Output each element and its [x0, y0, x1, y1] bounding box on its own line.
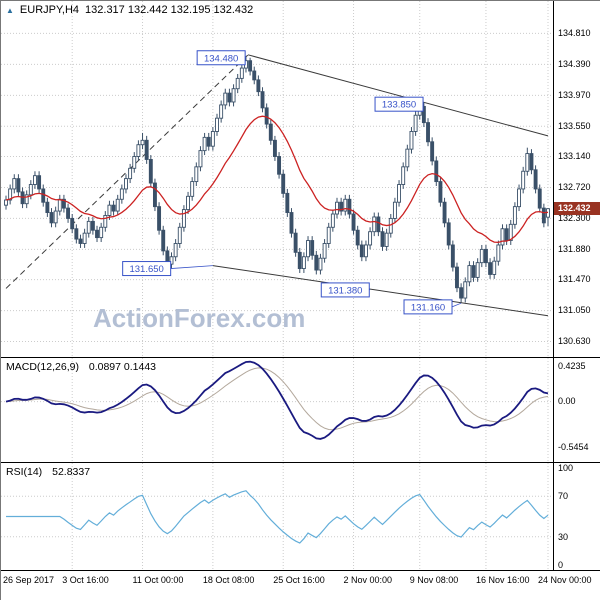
macd-indicator-label: MACD(12,26,9) 0.0897 0.1443	[6, 361, 156, 373]
price-tick-label: 132.720	[558, 181, 591, 192]
price-tick-label: 132.300	[558, 212, 591, 223]
time-axis-label: 24 Nov 00:00	[538, 575, 592, 585]
time-axis-label: 16 Nov 16:00	[475, 575, 530, 585]
price-tick-label: 134.810	[558, 27, 591, 38]
time-axis-label: 2 Nov 00:00	[343, 575, 393, 585]
axis-separator	[553, 1, 554, 570]
watermark: ActionForex.com	[93, 303, 306, 333]
price-tick-label: 130.630	[558, 336, 591, 347]
macd-tick-label: -0.5454	[558, 441, 589, 452]
rsi-tick-label: 30	[558, 531, 569, 542]
chart-icon: ▲	[6, 5, 14, 15]
svg-text:133.850: 133.850	[382, 100, 416, 111]
rsi-name: RSI(14)	[6, 466, 43, 478]
time-axis-label: 25 Oct 16:00	[273, 575, 325, 585]
macd-chart-canvas[interactable]	[1, 358, 553, 462]
time-axis-label: 26 Sep 2017	[3, 575, 55, 585]
rsi-value: 52.8337	[52, 466, 91, 478]
price-tick-label: 131.880	[558, 243, 591, 254]
rsi-tick-label: 100	[558, 463, 574, 473]
svg-text:131.380: 131.380	[328, 285, 362, 296]
ohlc-values: 132.317 132.442 132.195 132.432	[85, 4, 254, 16]
price-tick-label: 133.970	[558, 89, 591, 100]
rsi-indicator-label: RSI(14) 52.8337	[6, 466, 90, 478]
price-tick-label: 131.050	[558, 305, 591, 316]
rsi-chart-canvas[interactable]	[1, 463, 553, 570]
svg-text:134.480: 134.480	[204, 53, 238, 64]
macd-tick-label: 0.00	[558, 396, 576, 407]
price-tick-label: 133.140	[558, 151, 591, 162]
current-price-badge: 132.432	[554, 202, 600, 216]
price-tick-label: 134.390	[558, 58, 591, 69]
time-axis-label: 3 Oct 16:00	[62, 575, 109, 585]
price-chart-canvas[interactable]: 134.480 133.850 131.650 131.380 131.160	[1, 1, 553, 357]
macd-tick-label: 0.4235	[558, 360, 586, 371]
symbol-label: EURJPY,H4	[19, 4, 80, 16]
time-axis: 26 Sep 2017 3 Oct 16:00 11 Oct 00:00 18 Oct…	[1, 571, 600, 600]
time-axis-label: 18 Oct 08:00	[202, 575, 255, 585]
price-axis: 134.810 134.390 133.970 133.550 133.140 132.7…	[554, 1, 600, 358]
time-axis-label: 9 Nov 08:00	[409, 575, 459, 585]
panel-separator	[1, 570, 600, 571]
chart-title: ▲ EURJPY,H4 132.317 132.442 132.195 132.…	[6, 4, 253, 16]
rsi-tick-label: 70	[558, 491, 569, 502]
macd-values: 0.0897 0.1443	[88, 361, 157, 373]
rsi-axis: 100 70 30 0	[554, 463, 600, 570]
panel-separator	[1, 357, 600, 358]
time-axis-label: 11 Oct 00:00	[132, 575, 184, 585]
panel-separator	[1, 462, 600, 463]
price-tick-label: 133.550	[558, 120, 591, 131]
macd-axis: 0.4235 0.00 -0.5454	[554, 358, 600, 462]
svg-text:131.160: 131.160	[411, 302, 445, 313]
macd-name: MACD(12,26,9)	[6, 361, 79, 373]
price-tick-label: 131.470	[558, 274, 591, 285]
rsi-tick-label: 0	[558, 560, 564, 570]
svg-text:131.650: 131.650	[129, 264, 163, 275]
